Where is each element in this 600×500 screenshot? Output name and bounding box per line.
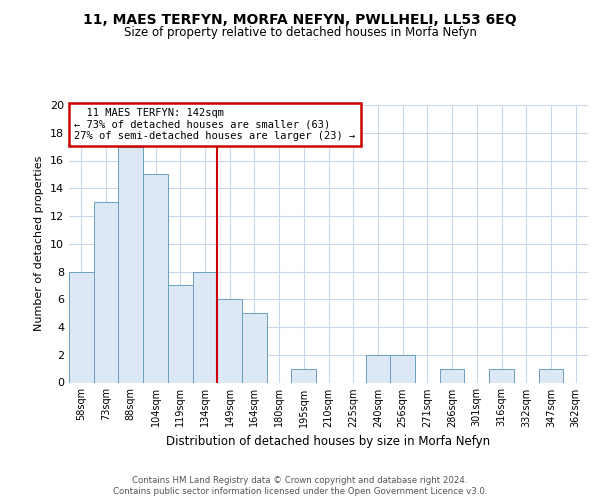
Bar xyxy=(539,368,563,382)
Text: Size of property relative to detached houses in Morfa Nefyn: Size of property relative to detached ho… xyxy=(124,26,476,39)
Bar xyxy=(390,355,415,382)
Y-axis label: Number of detached properties: Number of detached properties xyxy=(34,156,44,332)
Text: Contains public sector information licensed under the Open Government Licence v3: Contains public sector information licen… xyxy=(113,487,487,496)
Bar xyxy=(440,368,464,382)
Bar xyxy=(193,272,217,382)
Bar xyxy=(292,368,316,382)
X-axis label: Distribution of detached houses by size in Morfa Nefyn: Distribution of detached houses by size … xyxy=(166,435,491,448)
Bar xyxy=(69,272,94,382)
Text: 11 MAES TERFYN: 142sqm
← 73% of detached houses are smaller (63)
27% of semi-det: 11 MAES TERFYN: 142sqm ← 73% of detached… xyxy=(74,108,355,141)
Bar xyxy=(365,355,390,382)
Bar xyxy=(217,299,242,382)
Bar xyxy=(489,368,514,382)
Text: Contains HM Land Registry data © Crown copyright and database right 2024.: Contains HM Land Registry data © Crown c… xyxy=(132,476,468,485)
Bar xyxy=(242,313,267,382)
Bar xyxy=(143,174,168,382)
Bar xyxy=(168,286,193,382)
Bar xyxy=(94,202,118,382)
Bar xyxy=(118,146,143,382)
Text: 11, MAES TERFYN, MORFA NEFYN, PWLLHELI, LL53 6EQ: 11, MAES TERFYN, MORFA NEFYN, PWLLHELI, … xyxy=(83,12,517,26)
